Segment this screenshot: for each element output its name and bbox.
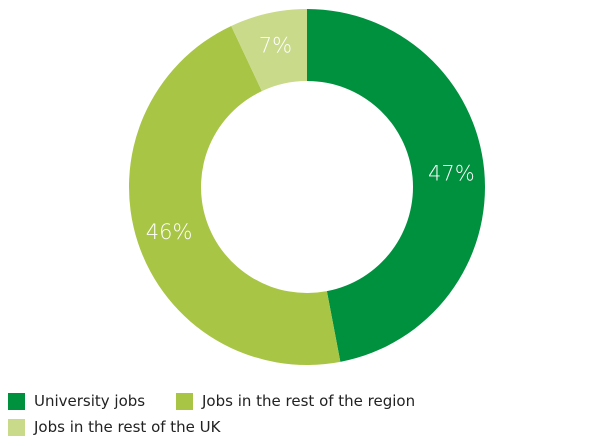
donut-slice	[231, 9, 307, 92]
donut-slice	[307, 9, 486, 362]
slice-value-label: 46%	[146, 220, 193, 244]
slice-value-label: 47%	[428, 161, 475, 185]
slice-labels: 47% 46% 7%	[146, 33, 475, 243]
slice-value-label: 7%	[259, 33, 292, 57]
donut-slice	[129, 25, 341, 365]
donut-slices	[129, 9, 486, 365]
